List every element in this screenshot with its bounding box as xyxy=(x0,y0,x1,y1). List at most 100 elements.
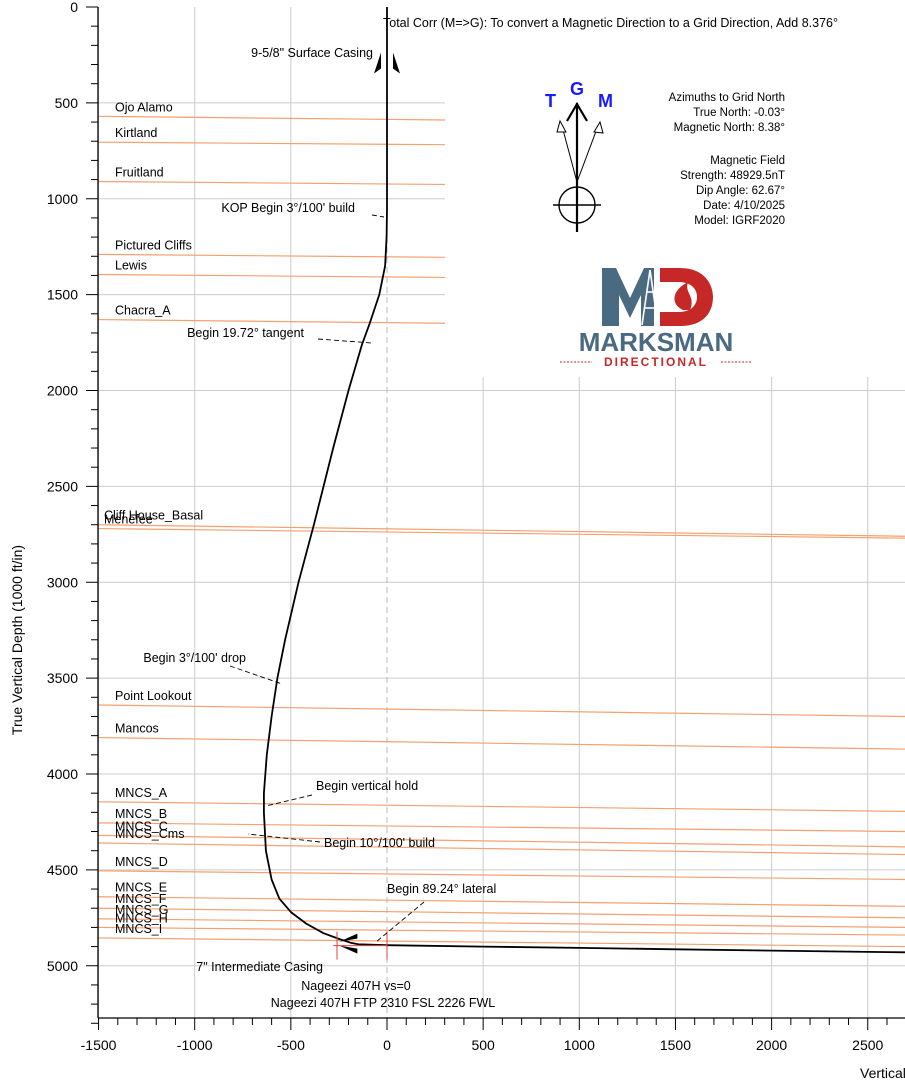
formation-label: Point Lookout xyxy=(115,689,192,703)
formation-label: MNCS_G xyxy=(115,903,168,917)
y-tick-label: 2500 xyxy=(47,478,78,494)
formation-line xyxy=(97,318,446,324)
y-tick-label: 0 xyxy=(70,0,78,15)
annotation-label: Begin 10°/100' build xyxy=(324,836,435,850)
marksman-logo: MARKSMAN DIRECTIONAL xyxy=(560,268,752,369)
x-tick-label: -1500 xyxy=(81,1037,117,1053)
logo-d-shape xyxy=(660,268,713,326)
x-tick-label: 1500 xyxy=(660,1037,691,1053)
x-tick-label: 1000 xyxy=(564,1037,595,1053)
annotation-label: 7" Intermediate Casing xyxy=(196,960,323,974)
formation-line xyxy=(97,524,905,537)
azimuth-true-north: True North: -0.03° xyxy=(693,107,785,119)
logo-derrick-icon xyxy=(641,269,659,326)
annotation-leader xyxy=(229,665,283,685)
formation-label: Pictured Cliffs xyxy=(115,238,192,252)
formation-line xyxy=(97,273,446,279)
annotation-label: 9-5/8" Surface Casing xyxy=(251,46,373,60)
formation-line xyxy=(97,527,905,539)
x-tick-label: 2000 xyxy=(756,1037,787,1053)
formation-label: MNCS_H xyxy=(115,911,168,925)
azimuths-block: Azimuths to Grid North True North: -0.03… xyxy=(669,92,785,134)
target-label-vs: Nageezi 407H vs=0 xyxy=(301,979,410,993)
formation-label: MNCS_A xyxy=(115,786,168,800)
y-tick-label: 500 xyxy=(55,95,79,111)
formation-line xyxy=(97,736,905,750)
annotation-label: Begin vertical hold xyxy=(316,779,418,793)
logo-tagline: DIRECTIONAL xyxy=(604,355,708,369)
surface-casing-icon xyxy=(374,52,381,74)
azimuth-magnetic-north: Magnetic North: 8.38° xyxy=(674,122,785,134)
y-tick-label: 3500 xyxy=(47,670,78,686)
y-tick-label: 4500 xyxy=(47,862,78,878)
magnetic-field-date: Date: 4/10/2025 xyxy=(703,200,785,212)
formation-label: Fruitland xyxy=(115,165,164,179)
intermediate-casing-icon xyxy=(339,933,358,942)
axes: 0500100015002000250030003500400045005000… xyxy=(47,0,905,1053)
formation-label: Kirtland xyxy=(115,126,157,140)
formation-label: Lewis xyxy=(115,258,147,272)
formation-label: MNCS_C xyxy=(115,819,168,833)
formation-label: Chacra_A xyxy=(115,304,171,318)
grid-north-letter: G xyxy=(570,79,584,99)
formation-line xyxy=(97,842,905,856)
x-tick-label: 2500 xyxy=(852,1037,883,1053)
formation-line xyxy=(97,907,905,919)
magnetic-field-model: Model: IGRF2020 xyxy=(694,215,785,227)
formation-label: Mancos xyxy=(115,722,159,736)
magnetic-field-dip: Dip Angle: 62.67° xyxy=(696,185,785,197)
header-note: Total Corr (M=>G): To convert a Magnetic… xyxy=(383,16,838,30)
azimuths-title: Azimuths to Grid North xyxy=(669,92,785,104)
magnetic-field-block: Magnetic Field Strength: 48929.5nT Dip A… xyxy=(680,155,785,227)
y-tick-label: 4000 xyxy=(47,766,78,782)
formation-label: MNCS_D xyxy=(115,855,168,869)
y-tick-label: 2000 xyxy=(47,383,78,399)
formation-line xyxy=(97,926,905,936)
x-tick-label: 500 xyxy=(471,1037,495,1053)
y-axis-title: True Vertical Depth (1000 ft/in) xyxy=(9,545,25,735)
north-arrow-widget: T G M xyxy=(545,79,613,232)
logo-name: MARKSMAN xyxy=(579,327,734,357)
annotations: 9-5/8" Surface Casing KOP Begin 3°/100' b… xyxy=(143,46,496,974)
logo-m-shape xyxy=(602,268,654,326)
target-label-ftp: Nageezi 407H FTP 2310 FSL 2226 FWL xyxy=(271,996,495,1010)
well-path xyxy=(263,7,905,960)
magnetic-field-title: Magnetic Field xyxy=(710,155,785,167)
x-tick-label: -1000 xyxy=(177,1037,213,1053)
x-tick-label: 0 xyxy=(383,1037,391,1053)
annotation-label: Begin 89.24° lateral xyxy=(387,882,496,896)
x-tick-label: -500 xyxy=(277,1037,305,1053)
y-tick-label: 1000 xyxy=(47,191,78,207)
y-tick-label: 5000 xyxy=(47,958,78,974)
formation-label: MNCS_I xyxy=(115,922,162,936)
logo-flame-icon xyxy=(674,282,692,310)
formation-label: Ojo Alamo xyxy=(115,100,173,114)
north-arrow-icon xyxy=(553,101,604,232)
well-path-line xyxy=(263,7,905,954)
annotation-label: KOP Begin 3°/100' build xyxy=(221,201,355,215)
formation-label: MNCS_Cms xyxy=(115,827,184,841)
formation-line xyxy=(97,822,905,833)
y-tick-label: 3000 xyxy=(47,574,78,590)
y-tick-label: 1500 xyxy=(47,287,78,303)
annotation-leader xyxy=(317,338,373,344)
annotation-leader xyxy=(247,833,321,843)
formation-label: MNCS_F xyxy=(115,892,167,906)
formation-layers: Ojo Alamo Kirtland Fruitland Pictured Cliff… xyxy=(97,100,905,948)
formation-line xyxy=(97,253,446,258)
formation-line xyxy=(97,704,905,718)
formation-label: Cliff House_Basal xyxy=(104,509,203,523)
true-north-letter: T xyxy=(545,91,556,111)
formation-line xyxy=(97,801,905,812)
formation-line xyxy=(97,918,905,928)
formation-label: Menefee xyxy=(104,513,153,527)
magnetic-north-letter: M xyxy=(598,91,613,111)
annotation-label: Begin 3°/100' drop xyxy=(143,651,246,665)
surface-casing-icon xyxy=(393,52,400,74)
formation-line xyxy=(97,896,905,907)
formation-line xyxy=(97,870,905,881)
formation-label: MNCS_B xyxy=(115,807,167,821)
formation-label: MNCS_E xyxy=(115,881,167,895)
